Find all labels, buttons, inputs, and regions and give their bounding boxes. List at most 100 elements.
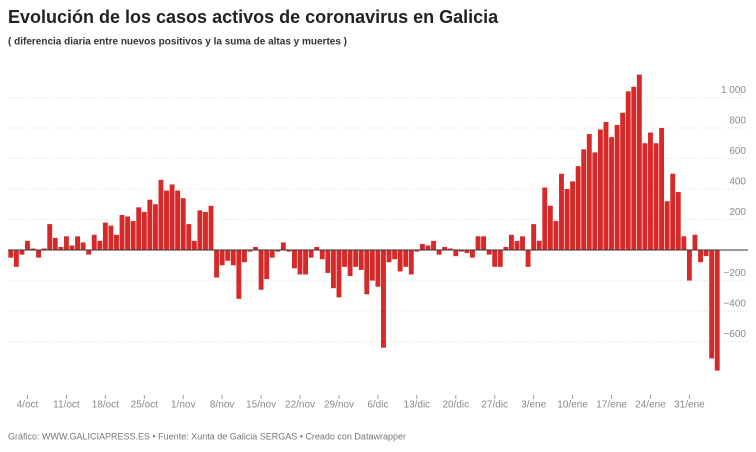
bar <box>125 216 131 251</box>
bar <box>25 240 30 251</box>
y-tick-label: −200 <box>723 268 746 279</box>
bar <box>698 250 703 263</box>
bar <box>191 240 197 251</box>
y-tick-label: 1 000 <box>721 85 746 96</box>
bar <box>236 250 242 299</box>
bar <box>264 250 270 280</box>
bar <box>442 246 448 251</box>
bar <box>581 149 587 251</box>
bar <box>342 250 347 267</box>
bar <box>36 250 42 258</box>
bar <box>219 250 225 266</box>
bar <box>497 250 503 267</box>
bar <box>609 137 614 251</box>
bar <box>397 250 403 272</box>
bar <box>319 250 325 260</box>
y-tick-label: 400 <box>729 177 746 188</box>
bar <box>214 250 220 278</box>
bar <box>75 236 80 251</box>
bar <box>686 250 692 281</box>
y-tick-label: 200 <box>729 207 746 218</box>
bar <box>130 221 136 251</box>
y-tick-label: 800 <box>729 116 746 127</box>
bar <box>386 250 392 263</box>
bar <box>358 250 364 270</box>
bar <box>330 250 336 289</box>
bar <box>230 250 236 266</box>
bar <box>625 91 631 251</box>
x-tick-label: 10/ene <box>557 400 588 411</box>
chart-footer: Gráfico: WWW.GALICIAPRESS.ES • Fuente: X… <box>8 431 406 441</box>
bar <box>375 250 381 287</box>
bar <box>631 86 637 251</box>
bar <box>13 250 19 267</box>
bar <box>102 222 108 251</box>
x-tick-label: 25/oct <box>131 400 158 411</box>
bar <box>114 234 119 251</box>
bar <box>525 250 531 267</box>
bar <box>147 199 153 251</box>
bar <box>703 250 709 257</box>
bar <box>225 250 231 261</box>
bar <box>681 236 687 251</box>
bar <box>559 173 564 251</box>
bar <box>197 210 203 251</box>
bar <box>175 190 181 251</box>
bar <box>347 250 353 276</box>
bar <box>481 236 487 251</box>
x-tick-label: 8/nov <box>210 400 234 411</box>
bar <box>8 250 14 258</box>
bar <box>258 250 264 290</box>
bar <box>586 134 592 251</box>
bar <box>286 250 292 252</box>
x-tick-label: 15/nov <box>246 400 276 411</box>
bar <box>169 184 175 251</box>
bar <box>241 250 247 263</box>
bar <box>603 121 609 251</box>
bar <box>208 205 214 251</box>
x-tick-label: 20/dic <box>442 400 469 411</box>
bar <box>597 129 603 251</box>
x-tick-label: 13/dic <box>404 400 431 411</box>
x-tick-label: 11/oct <box>53 400 80 411</box>
bar <box>531 224 537 251</box>
y-tick-label: −400 <box>723 299 746 310</box>
bar <box>308 250 314 258</box>
bar <box>186 224 192 251</box>
bar <box>97 240 103 251</box>
bar <box>536 240 542 251</box>
bar <box>542 187 548 251</box>
bar <box>292 250 297 269</box>
bar <box>403 250 409 267</box>
bar <box>158 179 164 251</box>
bar <box>119 214 125 251</box>
bar <box>547 205 553 251</box>
bar <box>419 243 425 251</box>
bar <box>91 234 97 251</box>
bar <box>203 211 208 251</box>
bar <box>164 190 169 251</box>
bar <box>570 181 576 251</box>
bar <box>336 250 342 298</box>
bar <box>592 152 598 251</box>
bar <box>392 250 398 260</box>
bar <box>353 250 359 267</box>
x-tick-label: 27/dic <box>481 400 508 411</box>
bar <box>659 127 665 251</box>
x-tick-label: 1/nov <box>171 400 195 411</box>
bar <box>664 201 670 251</box>
bar <box>275 250 281 252</box>
bar <box>503 246 509 251</box>
x-tick-label: 3/ene <box>521 400 546 411</box>
bar <box>408 250 414 275</box>
bar <box>486 250 492 255</box>
bar <box>514 240 520 251</box>
x-tick-label: 22/nov <box>285 400 315 411</box>
bar <box>508 234 514 251</box>
x-tick-label: 4/oct <box>17 400 39 411</box>
bar <box>520 236 525 251</box>
bar <box>614 124 620 251</box>
x-tick-label: 29/nov <box>324 400 354 411</box>
bar <box>425 245 431 251</box>
bar <box>436 250 442 255</box>
